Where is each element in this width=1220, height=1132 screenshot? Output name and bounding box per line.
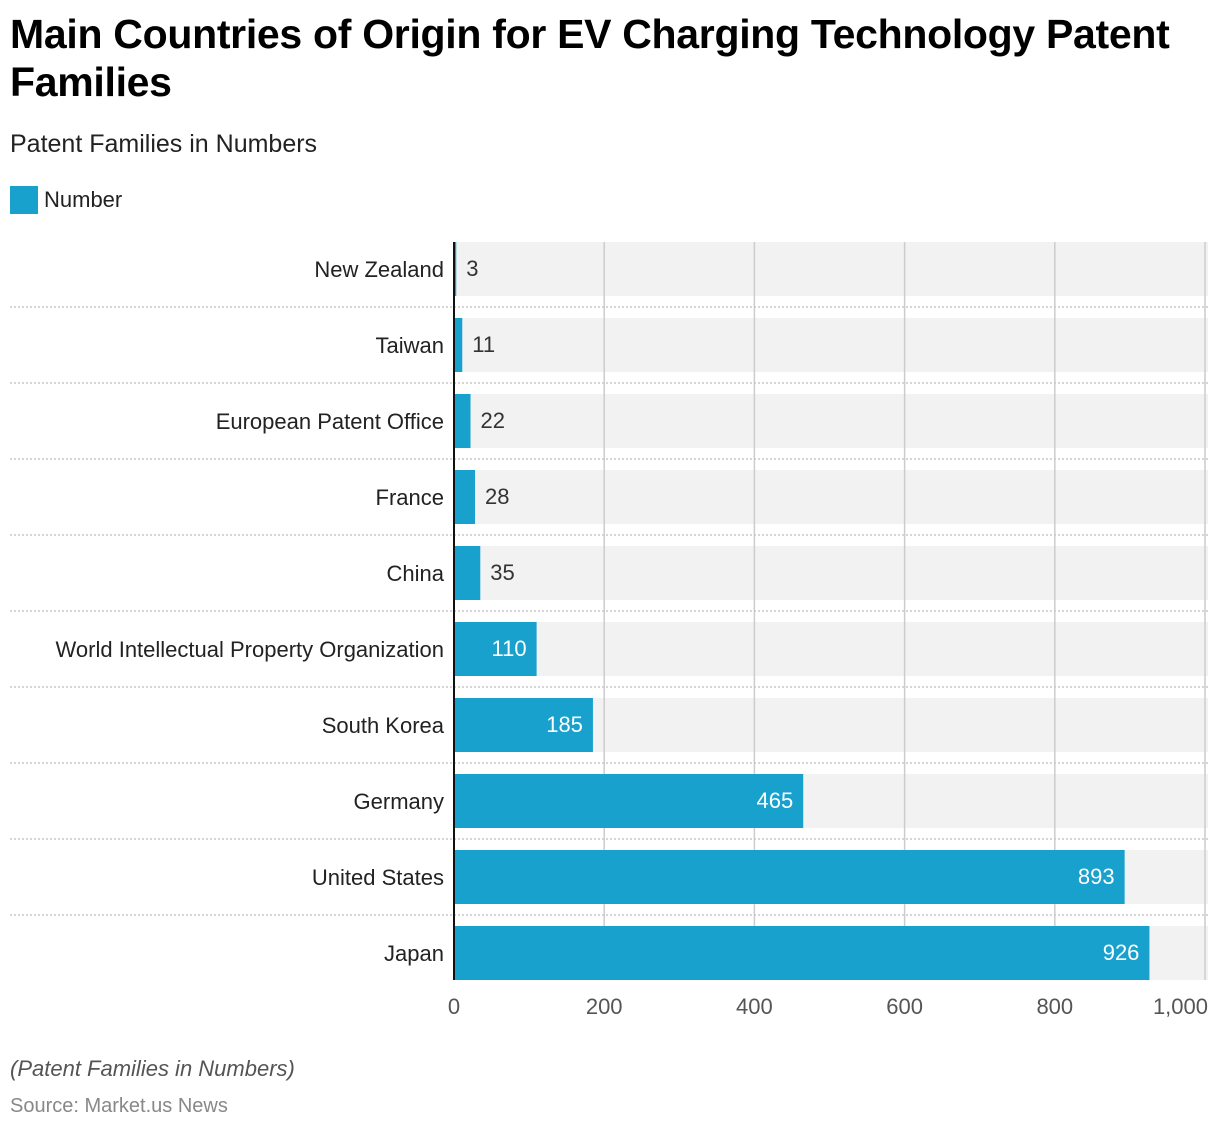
category-label: Japan [384,941,444,966]
x-tick-label: 1,000 [1153,994,1208,1019]
x-tick-label: 400 [736,994,773,1019]
category-label: South Korea [322,713,445,738]
bar [454,774,804,828]
value-label: 28 [485,484,509,509]
x-tick-label: 800 [1036,994,1073,1019]
row-band [454,318,1208,372]
chart-title: Main Countries of Origin for EV Charging… [10,11,1170,105]
category-label: China [387,561,445,586]
bar [454,470,476,524]
value-label: 11 [472,332,495,357]
bar [454,546,481,600]
x-tick-label: 600 [886,994,923,1019]
category-label: Taiwan [376,333,444,358]
category-label: World Intellectual Property Organization [56,637,444,662]
x-tick-label: 200 [586,994,623,1019]
row-band [454,546,1208,600]
legend: Number [10,186,122,214]
value-label: 465 [756,788,793,813]
bar [454,242,457,296]
bar [454,926,1150,980]
category-label: United States [312,865,444,890]
bar [454,394,471,448]
row-band [454,394,1208,448]
chart-subtitle: Patent Families in Numbers [10,130,318,158]
chart-note: (Patent Families in Numbers) [10,1056,295,1081]
value-label: 3 [466,256,478,281]
category-label: New Zealand [314,257,444,282]
category-label: Germany [354,789,444,814]
chart-source: Source: Market.us News [10,1095,228,1117]
category-label: European Patent Office [216,409,444,434]
value-label: 893 [1078,864,1115,889]
category-label: France [376,485,444,510]
value-label: 110 [492,636,527,661]
bar [454,622,537,676]
bar-chart: New Zealand Taiwan European Patent Office F… [10,242,1208,1019]
bar [454,850,1125,904]
x-tick-label: 0 [448,994,460,1019]
value-label: 185 [546,712,583,737]
legend-label: Number [44,187,123,212]
legend-swatch [10,186,38,214]
value-label: 35 [490,560,514,585]
bar [454,318,463,372]
value-label: 22 [481,408,505,433]
row-band [454,242,1208,296]
row-band [454,470,1208,524]
value-label: 926 [1103,940,1140,965]
row-band [454,622,1208,676]
bar [454,698,593,752]
